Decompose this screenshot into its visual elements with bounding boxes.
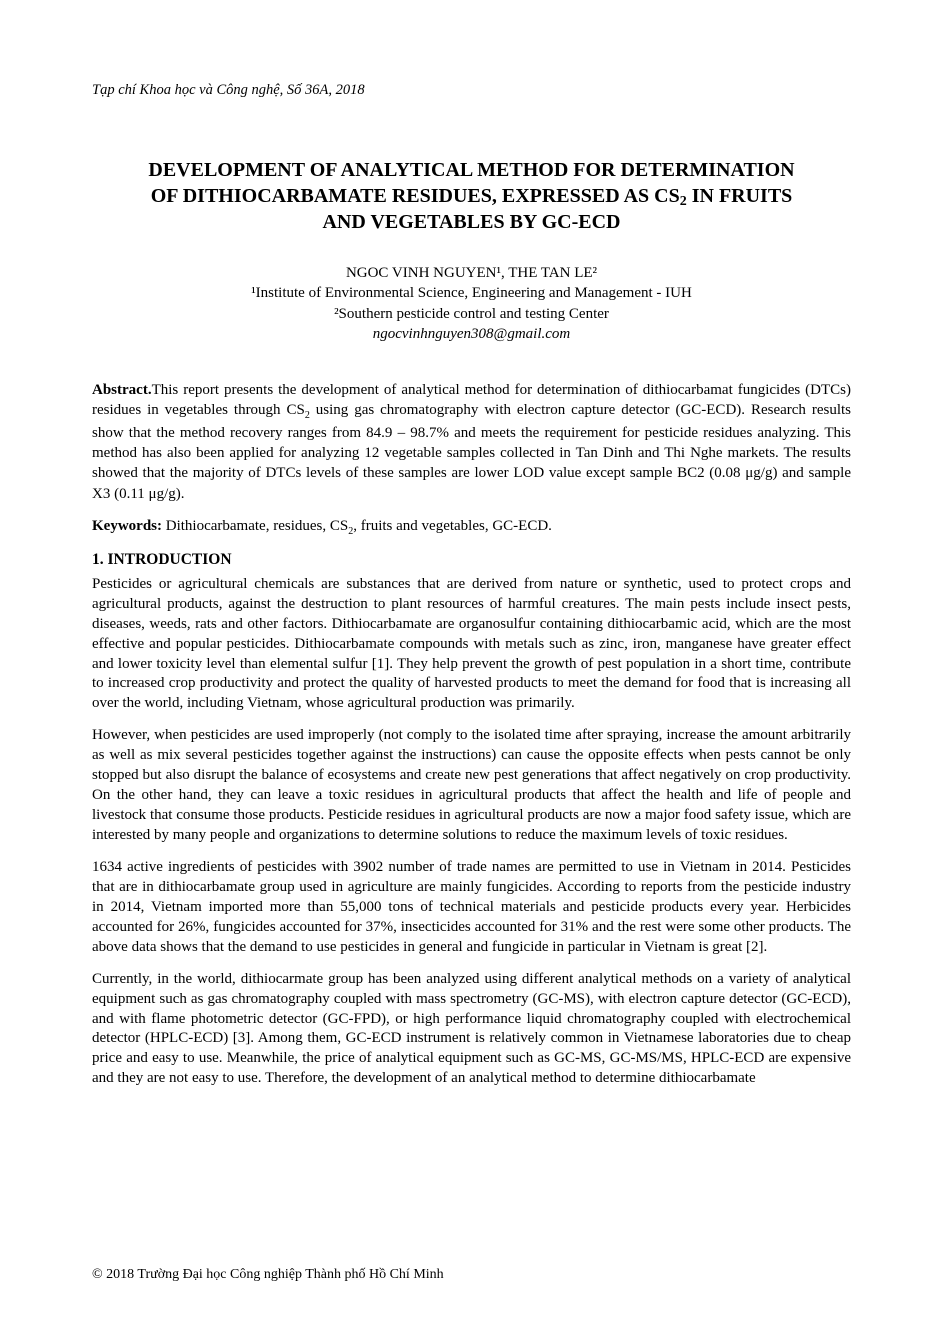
keywords-pre: Dithiocarbamate, residues, CS: [162, 518, 348, 534]
paragraph-3: 1634 active ingredients of pesticides wi…: [92, 858, 851, 958]
paragraph-1: Pesticides or agricultural chemicals are…: [92, 575, 851, 715]
title-line2-post: IN FRUITS: [687, 185, 793, 207]
corresponding-email: ngocvinhnguyen308@gmail.com: [92, 324, 851, 344]
keywords: Keywords: Dithiocarbamate, residues, CS2…: [92, 518, 851, 537]
copyright-footer: © 2018 Trường Đại học Công nghiệp Thành …: [92, 1267, 444, 1283]
abstract-label: Abstract.: [92, 382, 152, 398]
title-line2-pre: OF DITHIOCARBAMATE RESIDUES, EXPRESSED A…: [151, 185, 680, 207]
paragraph-4: Currently, in the world, dithiocarmate g…: [92, 970, 851, 1090]
title-line1: DEVELOPMENT OF ANALYTICAL METHOD FOR DET…: [148, 159, 794, 181]
title-line2-sub: 2: [680, 194, 687, 209]
section-heading-introduction: 1. INTRODUCTION: [92, 551, 851, 569]
keywords-post: , fruits and vegetables, GC-ECD.: [353, 518, 552, 534]
paper-title: DEVELOPMENT OF ANALYTICAL METHOD FOR DET…: [92, 157, 851, 235]
keywords-label: Keywords:: [92, 518, 162, 534]
authors: NGOC VINH NGUYEN¹, THE TAN LE²: [92, 263, 851, 283]
journal-header: Tạp chí Khoa học và Công nghệ, Số 36A, 2…: [92, 82, 851, 99]
authors-block: NGOC VINH NGUYEN¹, THE TAN LE² ¹Institut…: [92, 263, 851, 344]
affiliation-2: ²Southern pesticide control and testing …: [92, 304, 851, 324]
paragraph-2: However, when pesticides are used improp…: [92, 726, 851, 846]
affiliation-1: ¹Institute of Environmental Science, Eng…: [92, 283, 851, 303]
abstract: Abstract.This report presents the develo…: [92, 380, 851, 504]
title-line3: AND VEGETABLES BY GC-ECD: [322, 211, 620, 233]
